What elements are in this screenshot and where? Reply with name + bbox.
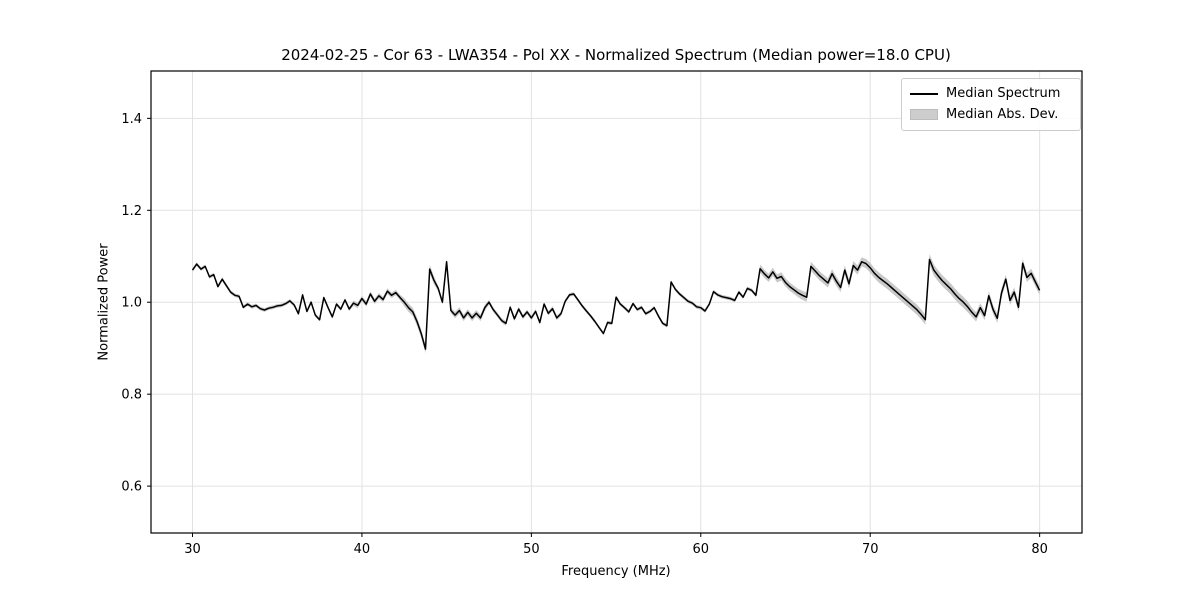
chart-title: 2024-02-25 - Cor 63 - LWA354 - Pol XX - … [281, 46, 951, 64]
x-tick-label: 80 [1031, 542, 1048, 557]
legend-item-median-spectrum: Median Spectrum [910, 86, 1070, 101]
y-tick-label: 1.0 [121, 296, 142, 311]
legend-item-median-abs-dev: Median Abs. Dev. [910, 107, 1070, 122]
median-spectrum-line [191, 258, 1041, 350]
x-axis-label: Frequency (MHz) [561, 564, 671, 579]
legend: Median Spectrum Median Abs. Dev. [901, 78, 1081, 131]
y-tick-label: 1.2 [121, 204, 142, 219]
x-tick-label: 70 [862, 542, 879, 557]
y-tick-label: 0.6 [121, 480, 142, 495]
y-tick-label: 0.8 [121, 388, 142, 403]
x-tick-label: 50 [523, 542, 540, 557]
y-tick-label: 1.4 [121, 112, 142, 127]
legend-label: Median Spectrum [946, 86, 1061, 101]
x-tick-label: 30 [184, 542, 201, 557]
line-swatch-icon [910, 92, 938, 95]
y-axis-label: Normalized Power [96, 243, 112, 361]
x-tick-label: 60 [693, 542, 710, 557]
patch-swatch-icon [910, 109, 938, 120]
legend-label: Median Abs. Dev. [946, 107, 1059, 122]
x-tick-label: 40 [354, 542, 371, 557]
mad-band [192, 254, 1040, 354]
